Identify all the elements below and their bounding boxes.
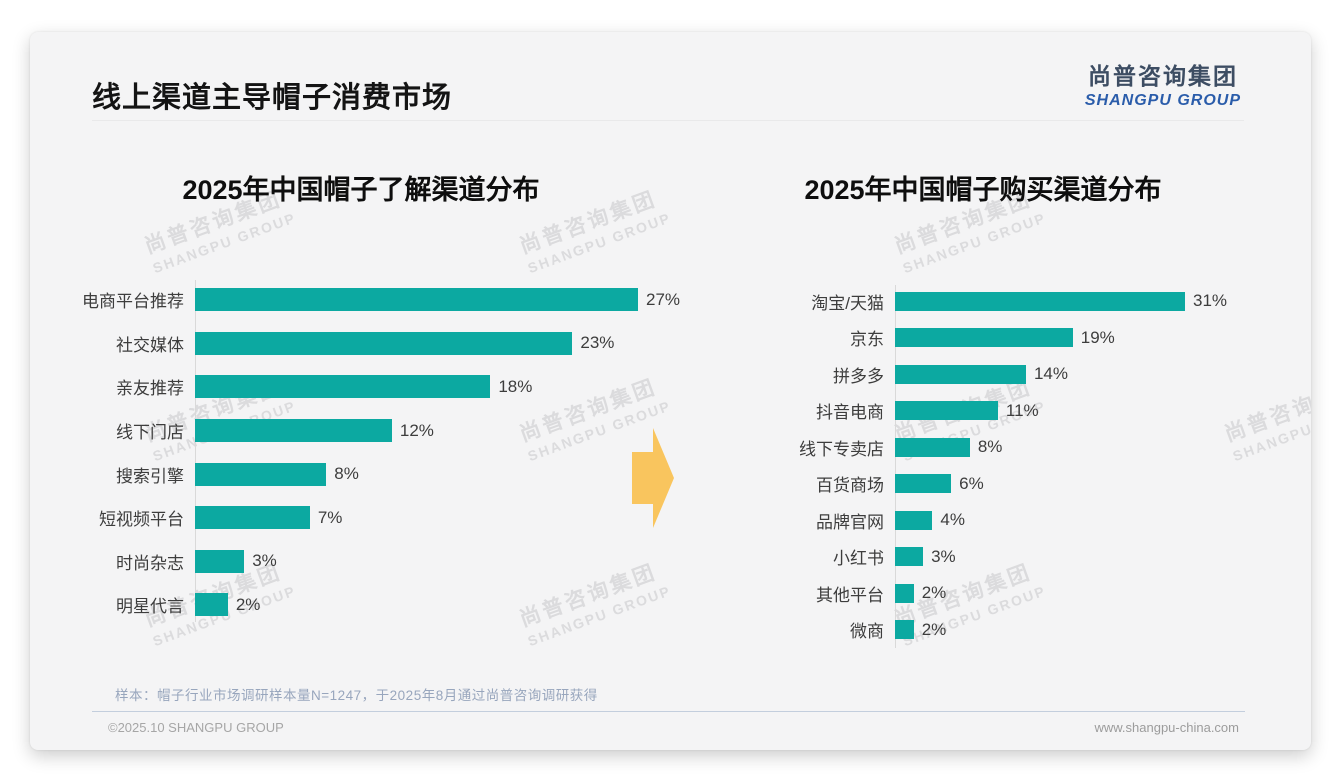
bar-value-label: 11% (1005, 400, 1039, 420)
bar (195, 506, 310, 530)
left-chart-title: 2025年中国帽子了解渠道分布 (182, 175, 540, 205)
bar-value-label: 8% (977, 437, 1003, 457)
bar (895, 583, 914, 603)
bar (895, 620, 914, 640)
bar-category-label: 亲友推荐 (116, 379, 184, 399)
bar-row: 小红书 3% (760, 539, 1280, 576)
logo: 尚普咨询集团 SHANGPU GROUP (1085, 57, 1241, 110)
bar-value-label: 23% (580, 333, 615, 353)
watermark-en: SHANGPU GROUP (525, 209, 674, 277)
bar (895, 547, 924, 567)
bar-category-label: 微商 (850, 622, 884, 642)
bar-row: 亲友推荐 18% (60, 365, 700, 409)
bar (895, 437, 970, 457)
sample-note: 样本：帽子行业市场调研样本量N=1247，于2025年8月通过尚普咨询调研获得 (115, 688, 598, 703)
bar-category-label: 社交媒体 (116, 335, 184, 355)
bar-value-label: 19% (1080, 327, 1115, 347)
bar-category-label: 电商平台推荐 (82, 292, 184, 312)
right-chart-axis (895, 285, 896, 648)
bar-row: 电商平台推荐 27% (60, 278, 700, 322)
bar (195, 549, 245, 573)
logo-cn-text: 尚普咨询集团 (1087, 63, 1238, 89)
bar-category-label: 拼多多 (833, 366, 884, 386)
right-chart-title: 2025年中国帽子购买渠道分布 (804, 175, 1162, 205)
bar-value-label: 7% (317, 507, 343, 527)
bar-row: 其他平台 2% (760, 575, 1280, 612)
bar (195, 593, 228, 617)
bar-category-label: 京东 (850, 330, 884, 350)
bar-category-label: 小红书 (833, 549, 884, 569)
bar-category-label: 百货商场 (816, 476, 884, 496)
bar-value-label: 2% (235, 594, 261, 614)
watermark-en: SHANGPU GROUP (900, 209, 1049, 277)
bar-row: 搜索引擎 8% (60, 452, 700, 496)
bar-value-label: 12% (399, 420, 434, 440)
logo-en-text: SHANGPU GROUP (1084, 92, 1241, 109)
bar-category-label: 淘宝/天猫 (811, 293, 884, 313)
bar-category-label: 品牌官网 (816, 512, 884, 532)
bar-category-label: 其他平台 (816, 585, 884, 605)
bar-row: 微商 2% (760, 612, 1280, 649)
bar-value-label: 18% (498, 376, 533, 396)
bar-category-label: 线下门店 (116, 423, 184, 443)
bar-value-label: 3% (252, 551, 277, 571)
copyright-text: ©2025.10 SHANGPU GROUP (108, 720, 284, 735)
bar-row: 抖音电商 11% (760, 393, 1280, 430)
bar (895, 401, 998, 421)
bar-value-label: 31% (1193, 291, 1228, 311)
bar-row: 短视频平台 7% (60, 496, 700, 540)
bar-value-label: 27% (646, 289, 681, 309)
bar-row: 线下专卖店 8% (760, 429, 1280, 466)
bar-row: 时尚杂志 3% (60, 540, 700, 584)
footer-divider (92, 711, 1245, 712)
bar-value-label: 14% (1033, 364, 1068, 384)
bar (195, 331, 573, 355)
bar (895, 474, 952, 494)
bar-category-label: 时尚杂志 (116, 553, 184, 573)
bar (195, 462, 327, 486)
bar-category-label: 短视频平台 (99, 510, 184, 530)
bar-category-label: 抖音电商 (816, 403, 884, 423)
header-divider (92, 120, 1244, 121)
bar (195, 375, 491, 399)
bar (895, 328, 1073, 348)
bar-value-label: 3% (931, 546, 956, 566)
bar-value-label: 2% (921, 583, 947, 603)
bar-row: 社交媒体 23% (60, 322, 700, 366)
bar-value-label: 8% (334, 464, 359, 484)
page-title: 线上渠道主导帽子消费市场 (92, 82, 453, 114)
left-chart-axis (195, 280, 196, 622)
bar (895, 291, 1185, 311)
bar-category-label: 线下专卖店 (799, 439, 884, 459)
bar-row: 拼多多 14% (760, 356, 1280, 393)
bar (895, 364, 1026, 384)
bar (895, 510, 933, 530)
bar-category-label: 明星代言 (116, 597, 184, 617)
bar-row: 品牌官网 4% (760, 502, 1280, 539)
watermark-en: SHANGPU GROUP (150, 209, 299, 277)
bar-row: 京东 19% (760, 320, 1280, 357)
bar-row: 百货商场 6% (760, 466, 1280, 503)
slide: 尚普咨询集团 SHANGPU GROUP 尚普咨询集团 SHANGPU GROUP … (30, 32, 1311, 750)
bar-value-label: 2% (921, 619, 947, 639)
bar-row: 线下门店 12% (60, 409, 700, 453)
bar-category-label: 搜索引擎 (116, 466, 184, 486)
bar-row: 淘宝/天猫 31% (760, 283, 1280, 320)
bar-value-label: 6% (959, 473, 984, 493)
bar-row: 明星代言 2% (60, 583, 700, 627)
website-text: www.shangpu-china.com (1094, 720, 1239, 735)
left-bar-chart: 电商平台推荐 27% 社交媒体 23% 亲友推荐 18% 线下门店 12% 搜索引擎 8% 短视频平… (60, 278, 700, 627)
bar-value-label: 4% (940, 510, 965, 530)
bar (195, 419, 392, 443)
right-bar-chart: 淘宝/天猫 31% 京东 19% 拼多多 14% 抖音电商 11% 线下专卖店 8% 百货商场 6% 品… (760, 283, 1280, 648)
bar (195, 288, 638, 312)
